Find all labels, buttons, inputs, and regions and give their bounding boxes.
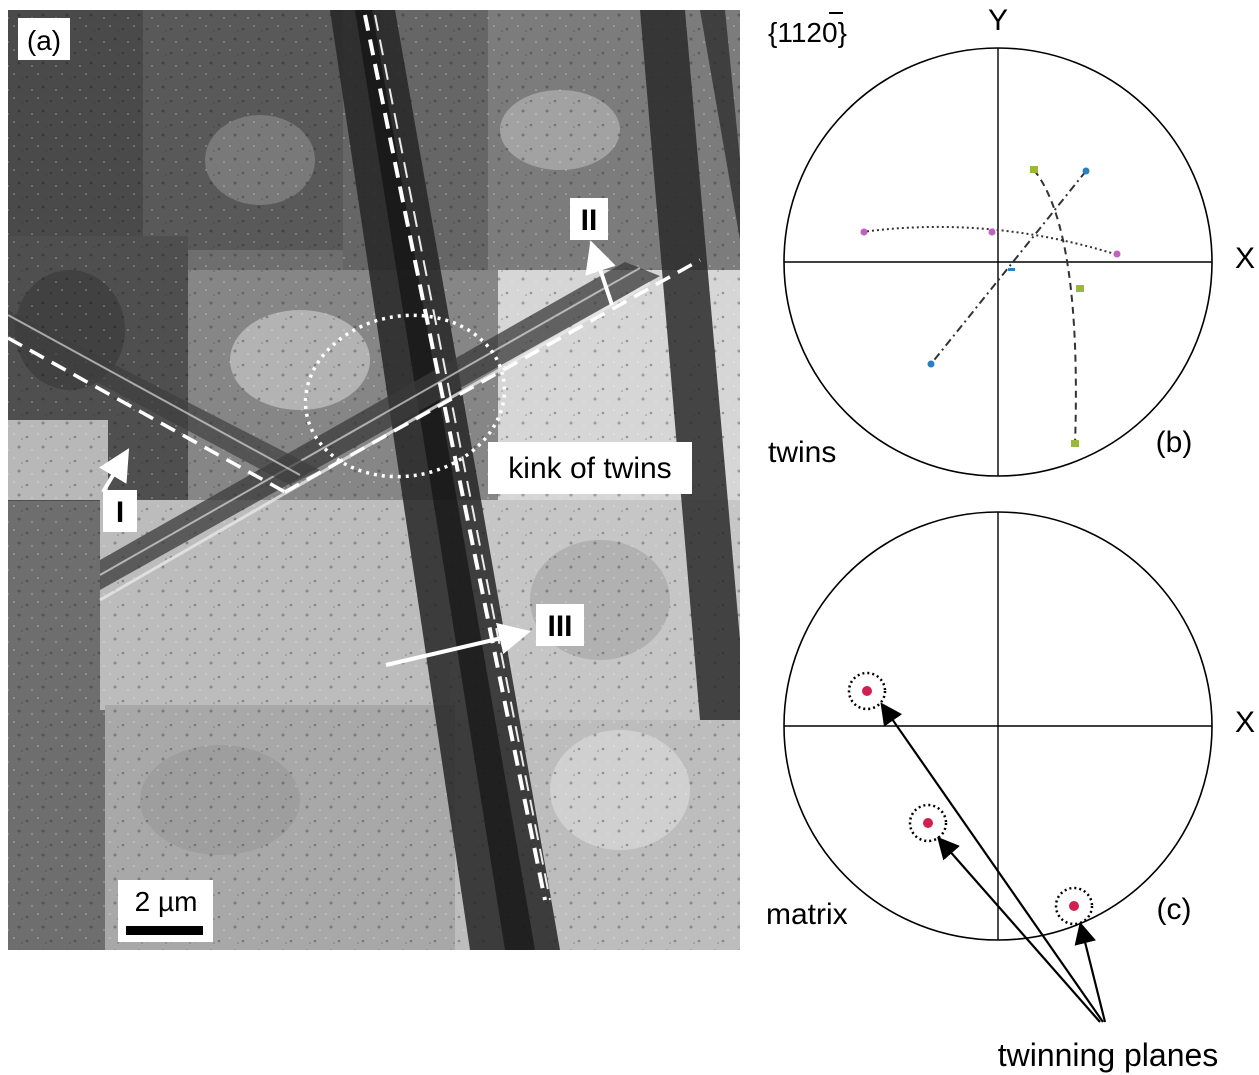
magenta-pole (860, 228, 868, 236)
trace-line-iii-a (363, 14, 547, 901)
plane-notation: {1120} (768, 17, 847, 48)
pole-figure-matrix: X matrix (c) twinning planes (766, 511, 1255, 1073)
pole-figure-twins: {1120} Y X twins (b) (768, 4, 1255, 477)
label-i-box (103, 490, 137, 532)
blue-trace (930, 170, 1087, 365)
scale-bar-label: 2 µm (135, 886, 198, 917)
twin-plane-pole (862, 686, 872, 696)
magenta-pole (988, 228, 996, 236)
green-trace (1033, 169, 1077, 446)
green-pole (1071, 440, 1079, 447)
blue-pole (1008, 268, 1015, 271)
kink-label: kink of twins (508, 452, 671, 485)
dark-band-right2 (700, 10, 740, 240)
twin-band-ii (100, 262, 660, 590)
dark-band-right (640, 10, 740, 720)
twin-band-i-edge (7, 314, 301, 476)
green-pole (1076, 285, 1084, 292)
axis-x-label-c: X (1235, 706, 1255, 739)
panel-c-label: (c) (1157, 893, 1192, 926)
callout-arrow (880, 702, 1104, 1023)
twin-band-i (8, 310, 320, 485)
twin-plane-pole (1069, 901, 1079, 911)
plane-digit: 2 (806, 17, 822, 48)
tem-micrograph: (a) I II III kink of twins 2 µm (7, 10, 740, 950)
axis-x-label: X (1235, 242, 1255, 275)
label-iii: III (547, 610, 572, 643)
label-ii-box (570, 198, 608, 240)
matrix-label: matrix (766, 898, 848, 931)
twin-plane-circle (1054, 886, 1094, 926)
axis-y-label: Y (988, 4, 1008, 37)
callout-arrow (1074, 921, 1107, 1023)
kink-label-box (488, 442, 692, 494)
kink-ellipse (303, 313, 507, 479)
twins-label: twins (768, 436, 836, 469)
callout-arrow (937, 836, 1101, 1023)
blue-pole (1082, 167, 1090, 175)
trace-line-i (7, 336, 286, 494)
panel-a-label-box (18, 18, 70, 60)
twin-band-iii-core (355, 10, 535, 950)
label-i: I (116, 496, 124, 529)
plane-suffix: 0} (822, 17, 847, 48)
arrow-iii (385, 622, 531, 667)
label-ii: II (581, 204, 598, 237)
trace-line-iii-b (374, 14, 551, 901)
scale-bar (126, 926, 203, 935)
panel-b-label: (b) (1156, 426, 1193, 459)
panel-a-label: (a) (27, 25, 61, 56)
magenta-pole (1113, 250, 1121, 258)
twin-plane-pole (923, 818, 933, 828)
label-iii-box (536, 604, 584, 646)
plane-prefix: {11 (768, 17, 806, 48)
twin-plane-circle (847, 671, 887, 711)
green-pole (1030, 166, 1038, 173)
blue-pole (927, 360, 935, 368)
twinning-planes-label: twinning planes (998, 1037, 1219, 1073)
arrow-ii (585, 240, 616, 306)
magenta-trace (861, 225, 1119, 256)
trace-line-ii (284, 258, 701, 494)
twin-plane-circle (908, 803, 948, 843)
arrow-i (98, 448, 130, 494)
twin-band-ii-edge (99, 267, 641, 576)
